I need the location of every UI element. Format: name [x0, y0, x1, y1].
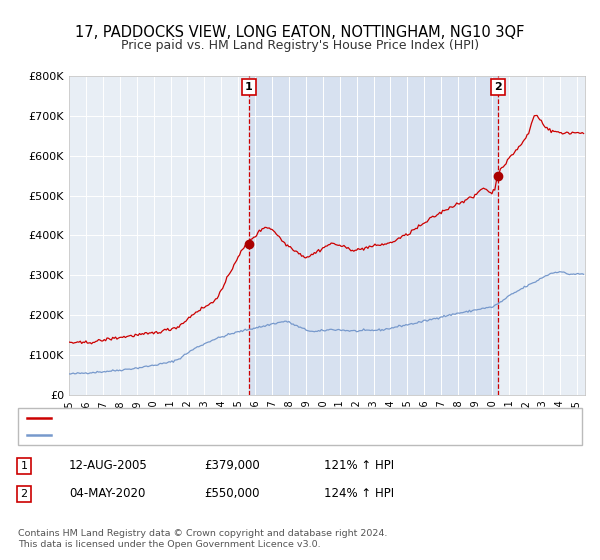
- Text: Contains HM Land Registry data © Crown copyright and database right 2024.: Contains HM Land Registry data © Crown c…: [18, 529, 388, 538]
- Text: 124% ↑ HPI: 124% ↑ HPI: [324, 487, 394, 501]
- Text: £550,000: £550,000: [204, 487, 260, 501]
- Text: 1: 1: [20, 461, 28, 471]
- Text: This data is licensed under the Open Government Licence v3.0.: This data is licensed under the Open Gov…: [18, 540, 320, 549]
- Text: £379,000: £379,000: [204, 459, 260, 473]
- Text: 17, PADDOCKS VIEW, LONG EATON, NOTTINGHAM, NG10 3QF (detached house): 17, PADDOCKS VIEW, LONG EATON, NOTTINGHA…: [57, 413, 472, 423]
- Bar: [248, 76, 497, 395]
- Text: 12-AUG-2005: 12-AUG-2005: [69, 459, 148, 473]
- Text: HPI: Average price, detached house, Erewash: HPI: Average price, detached house, Erew…: [57, 430, 294, 440]
- Text: 2: 2: [494, 82, 502, 92]
- Text: 121% ↑ HPI: 121% ↑ HPI: [324, 459, 394, 473]
- Text: 04-MAY-2020: 04-MAY-2020: [69, 487, 145, 501]
- Text: 17, PADDOCKS VIEW, LONG EATON, NOTTINGHAM, NG10 3QF: 17, PADDOCKS VIEW, LONG EATON, NOTTINGHA…: [76, 25, 524, 40]
- Text: 2: 2: [20, 489, 28, 499]
- Text: Price paid vs. HM Land Registry's House Price Index (HPI): Price paid vs. HM Land Registry's House …: [121, 39, 479, 52]
- Text: 1: 1: [245, 82, 253, 92]
